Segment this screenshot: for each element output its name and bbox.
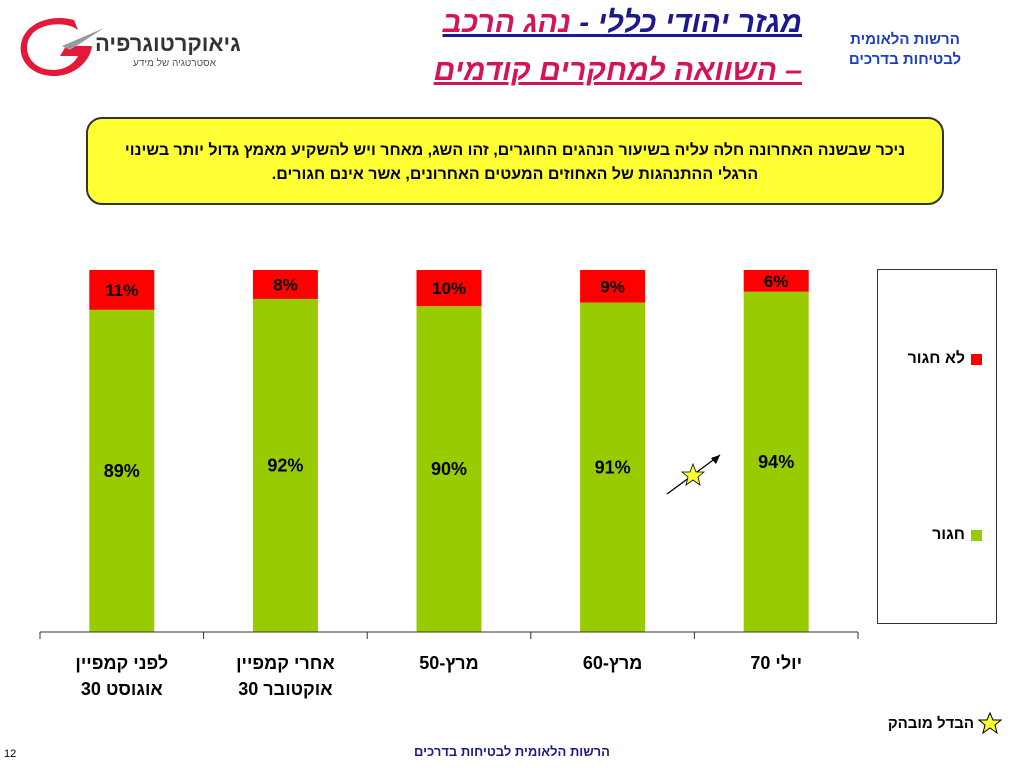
legend-item-belted: חגור [932, 526, 982, 544]
star-icon [680, 462, 706, 486]
significance-legend: הבדל מובהק [888, 712, 1002, 734]
significance-legend-label: הבדל מובהק [887, 714, 974, 732]
x-tick-label: יולי 70 [750, 653, 802, 673]
page-subtitle: – השוואה למחקרים קודמים [433, 54, 802, 87]
data-label-not-belted: 6% [764, 272, 789, 291]
x-tick-label: מרץ-50 [419, 653, 479, 673]
bars-group: 89% 11% 92% 8% 90% 10% 91% 9% 94% 6% [89, 270, 809, 632]
legend-label-not-belted: לא חגור [907, 350, 965, 367]
bar-belted [743, 291, 809, 632]
data-label-belted: 92% [267, 455, 303, 475]
x-axis-ticks [39, 632, 859, 639]
title-part1: מגזר יהודי כללי - [570, 6, 802, 39]
bar-not-belted [89, 270, 155, 310]
bar-belted [580, 302, 646, 632]
bar-not-belted [743, 270, 809, 292]
arrowhead-icon [711, 455, 720, 464]
bar-belted [252, 298, 318, 632]
data-label-belted: 91% [595, 457, 631, 477]
star-icon [978, 712, 1002, 734]
page-number: 12 [4, 748, 17, 760]
title-part2: נהג הרכב [442, 6, 571, 39]
data-label-not-belted: 10% [432, 279, 466, 298]
bar-not-belted [416, 270, 482, 307]
logo-text: גיאוקרטוגרפיה [95, 31, 241, 56]
data-label-belted: 89% [104, 461, 140, 481]
data-label-not-belted: 11% [105, 281, 138, 300]
legend-item-not-belted: לא חגור [908, 350, 982, 368]
chart-legend: לא חגור חגור [877, 269, 997, 624]
data-label-belted: 94% [758, 452, 794, 472]
x-tick-label: מרץ-60 [582, 653, 643, 673]
legend-label-belted: חגור [932, 526, 965, 543]
logo-mark-icon [20, 18, 104, 76]
logo [18, 16, 238, 76]
bar-belted [416, 306, 482, 632]
note-text: ניכר שבשנה האחרונה חלה עליה בשיעור הנהגי… [124, 142, 906, 183]
bar-not-belted [580, 270, 646, 303]
data-label-not-belted: 9% [600, 277, 625, 296]
org-name: הרשות הלאומית לבטיחות בדרכים [848, 31, 962, 68]
data-label-not-belted: 8% [273, 275, 298, 294]
bar-not-belted [252, 270, 318, 299]
significance-arrow [666, 454, 721, 495]
note-box: ניכר שבשנה האחרונה חלה עליה בשיעור הנהגי… [86, 117, 944, 205]
page-title: מגזר יהודי כללי - נהג הרכב [443, 6, 802, 40]
footer-org-name: הרשות הלאומית לבטיחות בדרכים [414, 744, 610, 759]
x-tick-label: לפני קמפיין אוגוסט 30 [75, 653, 169, 699]
legend-swatch-green [971, 529, 982, 541]
legend-swatch-red [971, 353, 982, 365]
logo-subtitle: אסטרטגיה של מידע [133, 58, 216, 69]
x-tick-label: אחרי קמפיין אוקטובר 30 [236, 653, 335, 699]
bar-belted [89, 309, 155, 632]
data-label-belted: 90% [431, 459, 467, 479]
